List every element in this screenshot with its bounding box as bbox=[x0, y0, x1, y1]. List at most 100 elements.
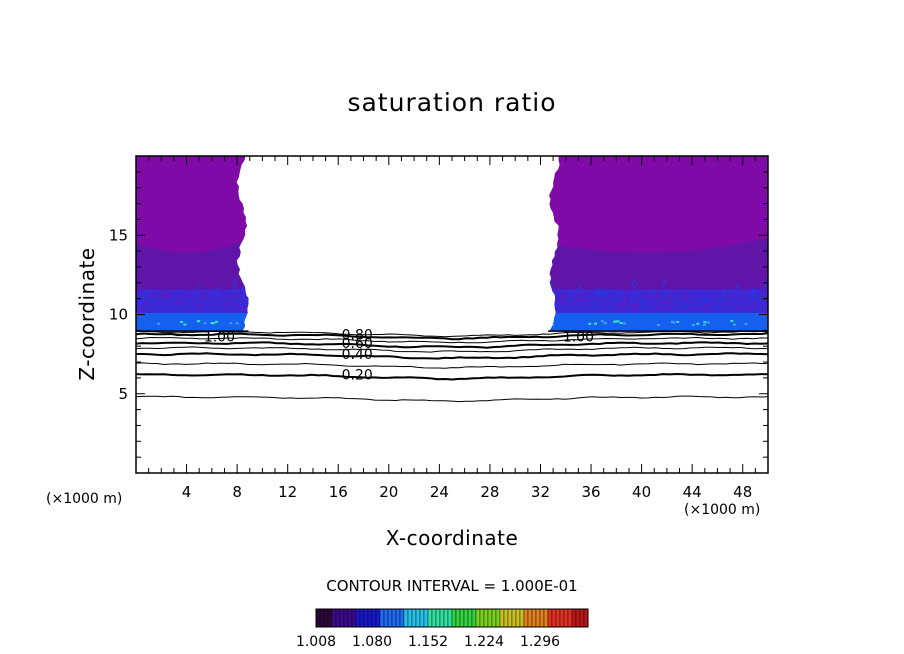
colorbar-cell bbox=[371, 608, 377, 628]
x-tick-label: 24 bbox=[430, 483, 449, 501]
contour-level-label: 0.40 bbox=[342, 347, 373, 363]
contour-level-label: 0.80 bbox=[342, 327, 373, 343]
colorbar-cell bbox=[351, 608, 357, 628]
y-tick-label: 5 bbox=[118, 385, 128, 403]
colorbar-cell bbox=[407, 608, 413, 628]
colorbar-cell bbox=[475, 608, 481, 628]
fill-speck bbox=[623, 322, 627, 325]
fill-streak bbox=[574, 295, 580, 303]
fill-streak bbox=[231, 277, 238, 286]
colorbar-cell bbox=[343, 608, 349, 628]
fill-streak bbox=[165, 294, 171, 303]
colorbar-tick-label: 1.080 bbox=[352, 634, 392, 650]
colorbar-cell bbox=[363, 608, 369, 628]
contour-level-label: 0.20 bbox=[342, 368, 373, 384]
fill-streak bbox=[655, 301, 661, 310]
fill-streak bbox=[762, 287, 768, 295]
fill-streak bbox=[594, 288, 601, 296]
colorbar-cell bbox=[491, 608, 497, 628]
fill-streak bbox=[666, 302, 672, 311]
colorbar-tick-label: 1.152 bbox=[408, 634, 448, 650]
fill-speck bbox=[593, 322, 597, 325]
fill-speck bbox=[550, 321, 554, 324]
fill-speck bbox=[730, 320, 734, 323]
colorbar-cell bbox=[367, 608, 373, 628]
saturation-label: 1.00 bbox=[204, 330, 235, 346]
fill-streak bbox=[661, 279, 667, 288]
fill-streak bbox=[633, 303, 639, 311]
fill-streak bbox=[723, 292, 730, 301]
colorbar-cell bbox=[459, 608, 465, 628]
fill-speck bbox=[215, 320, 219, 323]
colorbar-cell bbox=[319, 608, 325, 628]
colorbar-cell bbox=[327, 608, 333, 628]
fill-streak bbox=[715, 301, 722, 310]
contour-line bbox=[136, 332, 768, 341]
fill-speck bbox=[616, 320, 620, 323]
colorbar-cell bbox=[423, 608, 429, 628]
colorbar-cell bbox=[479, 608, 485, 628]
colorbar-tick-label: 1.008 bbox=[296, 634, 336, 650]
colorbar-tick-label: 1.224 bbox=[464, 634, 504, 650]
x-tick-label: 4 bbox=[182, 483, 192, 501]
fill-speck bbox=[183, 323, 187, 326]
saturation-label: 1.00 bbox=[563, 330, 594, 346]
colorbar-cell bbox=[507, 608, 513, 628]
colorbar-cell bbox=[347, 608, 353, 628]
contour-interval-label: CONTOUR INTERVAL = 1.000E-01 bbox=[326, 577, 578, 595]
fill-streak bbox=[616, 281, 622, 290]
fill-streak bbox=[748, 303, 754, 312]
fill-streak bbox=[750, 291, 757, 300]
fill-streak bbox=[229, 291, 235, 300]
fill-streak bbox=[579, 295, 586, 303]
fill-speck bbox=[245, 321, 249, 324]
fill-streak bbox=[160, 291, 166, 300]
fill-streak bbox=[150, 296, 156, 305]
colorbar-cell bbox=[567, 608, 573, 628]
fill-streak bbox=[737, 301, 744, 309]
colorbar-cell bbox=[435, 608, 441, 628]
colorbar-cell bbox=[451, 608, 457, 628]
fill-streak bbox=[631, 282, 638, 291]
colorbar-cell bbox=[387, 608, 393, 628]
colorbar-cell bbox=[375, 608, 381, 628]
colorbar-cell bbox=[519, 608, 525, 628]
fill-streak bbox=[758, 280, 765, 289]
chart-title: saturation ratio bbox=[347, 88, 557, 117]
fill-streak bbox=[654, 291, 660, 300]
fill-streak bbox=[570, 291, 576, 300]
colorbar-cell bbox=[483, 608, 489, 628]
fill-streak bbox=[181, 303, 188, 312]
colorbar-cell bbox=[563, 608, 569, 628]
fill-speck bbox=[197, 320, 201, 323]
fill-streak bbox=[186, 284, 192, 292]
fill-speck bbox=[229, 322, 233, 325]
colorbar-cell bbox=[527, 608, 533, 628]
fill-speck bbox=[614, 320, 618, 323]
colorbar-cell bbox=[579, 608, 585, 628]
colorbar-cell bbox=[355, 608, 361, 628]
colorbar-frame bbox=[315, 608, 589, 628]
x-tick-label: 48 bbox=[733, 483, 752, 501]
fill-streak bbox=[570, 293, 576, 301]
fill-streak bbox=[234, 301, 240, 310]
colorbar-cell bbox=[575, 608, 581, 628]
colorbar-cell bbox=[583, 608, 589, 628]
colorbar-cell bbox=[471, 608, 477, 628]
fill-speck bbox=[203, 322, 207, 325]
fill-speck bbox=[603, 322, 607, 325]
fill-streak bbox=[665, 296, 671, 305]
fill-streak bbox=[597, 287, 604, 295]
fill-speck bbox=[210, 322, 214, 325]
fill-streak bbox=[138, 299, 144, 308]
colorbar-cell bbox=[503, 608, 509, 628]
fill-speck bbox=[696, 322, 700, 325]
contour-labels: 0.20 0.400.600.80 1.00 1.00 bbox=[204, 327, 594, 383]
fill-streak bbox=[733, 283, 740, 292]
colorbar-cell bbox=[395, 608, 401, 628]
colorbar-cell bbox=[379, 608, 385, 628]
fill-streak bbox=[678, 300, 684, 308]
x-tick-label: 36 bbox=[581, 483, 600, 501]
colorbar-cell bbox=[487, 608, 493, 628]
